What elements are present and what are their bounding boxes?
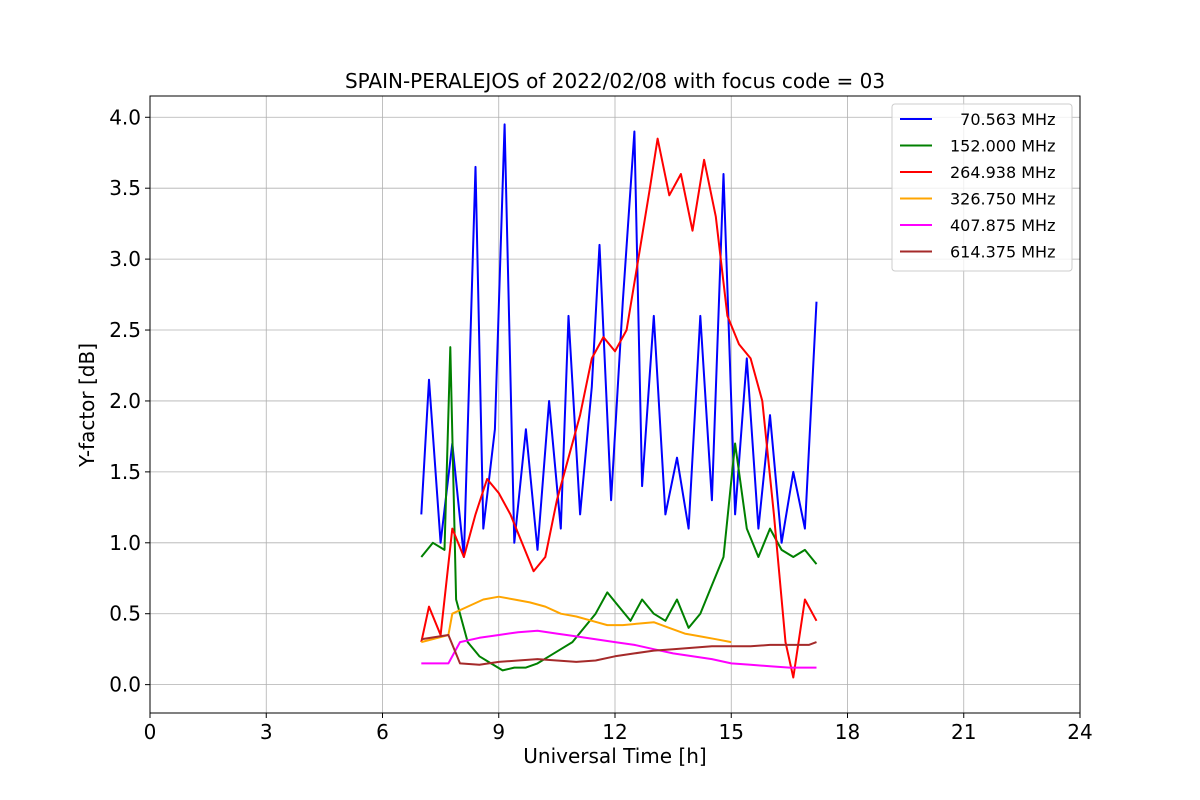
legend-label-1: 152.000 MHz xyxy=(950,137,1055,156)
x-axis-label: Universal Time [h] xyxy=(523,744,706,768)
y-tick-label: 1.0 xyxy=(109,531,141,555)
legend: 70.563 MHz 152.000 MHz 264.938 MHz 326.750 … xyxy=(891,103,1073,272)
x-tick-label: 3 xyxy=(260,720,273,744)
y-axis-ticks: 0.0 0.5 1.0 1.5 2.0 2.5 3.0 3.5 4.0 xyxy=(109,105,150,697)
x-tick-label: 6 xyxy=(376,720,389,744)
y-tick-label: 4.0 xyxy=(109,105,141,129)
chart-title: SPAIN-PERALEJOS of 2022/02/08 with focus… xyxy=(345,69,885,93)
y-axis-label: Y-factor [dB] xyxy=(75,343,99,468)
y-tick-label: 1.5 xyxy=(109,460,141,484)
legend-label-3: 326.750 MHz xyxy=(950,190,1055,209)
y-tick-label: 0.0 xyxy=(109,673,141,697)
legend-label-4: 407.875 MHz xyxy=(950,216,1055,235)
series-line-2 xyxy=(420,137,818,679)
x-tick-label: 21 xyxy=(951,720,976,744)
legend-label-0: 70.563 MHz xyxy=(950,110,1055,129)
x-tick-label: 15 xyxy=(719,720,744,744)
legend-label-5: 614.375 MHz xyxy=(950,243,1055,262)
x-axis-ticks: 0 3 6 9 12 15 18 21 24 xyxy=(144,713,1093,744)
legend-box xyxy=(891,103,1073,272)
series-line-1 xyxy=(420,346,818,672)
series-line-0 xyxy=(420,123,818,558)
series-lines xyxy=(420,123,818,679)
x-tick-label: 18 xyxy=(835,720,860,744)
x-tick-label: 9 xyxy=(492,720,505,744)
series-line-3 xyxy=(421,595,732,644)
y-tick-label: 3.5 xyxy=(109,176,141,200)
x-tick-label: 12 xyxy=(602,720,627,744)
legend-label-2: 264.938 MHz xyxy=(950,163,1055,182)
y-tick-label: 0.5 xyxy=(109,602,141,626)
series-line-4 xyxy=(421,629,817,669)
x-tick-label: 0 xyxy=(144,720,157,744)
y-tick-label: 3.0 xyxy=(109,247,141,271)
y-tick-label: 2.5 xyxy=(109,318,141,342)
x-tick-label: 24 xyxy=(1067,720,1092,744)
series-line-5 xyxy=(421,634,817,666)
y-tick-label: 2.0 xyxy=(109,389,141,413)
